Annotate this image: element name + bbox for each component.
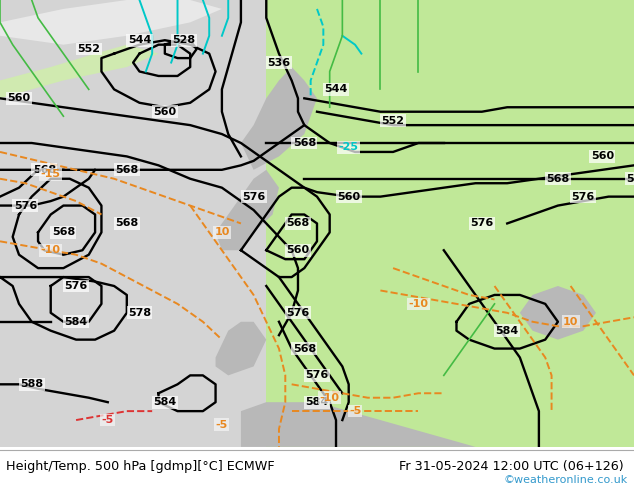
- Text: 568: 568: [293, 138, 316, 148]
- Polygon shape: [241, 67, 317, 170]
- Text: 560: 560: [591, 151, 614, 161]
- Text: Fr 31-05-2024 12:00 UTC (06+126): Fr 31-05-2024 12:00 UTC (06+126): [399, 460, 624, 473]
- Text: -25: -25: [339, 143, 359, 152]
- Text: 584: 584: [153, 397, 176, 407]
- Text: 560: 560: [287, 245, 309, 255]
- Text: 576: 576: [242, 192, 265, 201]
- Polygon shape: [0, 45, 158, 98]
- Text: 568: 568: [293, 343, 316, 354]
- Text: 588: 588: [20, 379, 43, 390]
- Text: 56: 56: [626, 174, 634, 184]
- Text: 576: 576: [470, 219, 493, 228]
- Text: -5: -5: [349, 406, 361, 416]
- Text: 576: 576: [306, 370, 328, 380]
- Text: 576: 576: [287, 308, 309, 318]
- Text: 584: 584: [496, 326, 519, 336]
- Text: 560: 560: [153, 107, 176, 117]
- Polygon shape: [0, 0, 222, 45]
- Text: Height/Temp. 500 hPa [gdmp][°C] ECMWF: Height/Temp. 500 hPa [gdmp][°C] ECMWF: [6, 460, 275, 473]
- Text: -5: -5: [216, 419, 228, 430]
- Text: 528: 528: [172, 35, 195, 45]
- Text: 576: 576: [572, 192, 595, 201]
- Text: 552: 552: [382, 116, 404, 125]
- Text: 576: 576: [65, 281, 87, 291]
- Text: -10: -10: [320, 392, 340, 403]
- Text: 560: 560: [8, 93, 30, 103]
- Text: 560: 560: [337, 192, 360, 201]
- Text: 10: 10: [214, 227, 230, 237]
- Polygon shape: [216, 170, 279, 250]
- Polygon shape: [241, 402, 476, 447]
- Text: 576: 576: [14, 200, 37, 211]
- Text: -15: -15: [41, 169, 61, 179]
- Text: 544: 544: [128, 35, 151, 45]
- Text: 568: 568: [115, 219, 138, 228]
- Text: 568: 568: [287, 219, 309, 228]
- Polygon shape: [520, 286, 596, 340]
- Text: -5: -5: [101, 415, 114, 425]
- Text: 578: 578: [128, 308, 151, 318]
- Polygon shape: [266, 0, 634, 447]
- Text: 544: 544: [325, 84, 347, 95]
- Text: 568: 568: [547, 174, 569, 184]
- Text: 10: 10: [563, 317, 578, 327]
- Polygon shape: [216, 322, 266, 375]
- Text: 584: 584: [306, 397, 328, 407]
- Text: 568: 568: [115, 165, 138, 175]
- Text: 584: 584: [65, 317, 87, 327]
- Text: 536: 536: [268, 57, 290, 68]
- Text: 568: 568: [52, 227, 75, 237]
- Text: 552: 552: [77, 44, 100, 54]
- Text: ©weatheronline.co.uk: ©weatheronline.co.uk: [503, 475, 628, 485]
- Text: -10: -10: [408, 299, 429, 309]
- Text: 568: 568: [33, 165, 56, 175]
- Text: -10: -10: [41, 245, 61, 255]
